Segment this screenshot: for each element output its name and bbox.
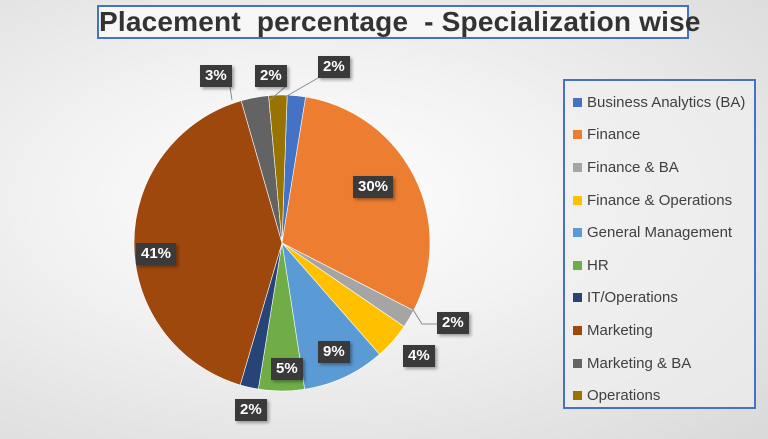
- legend-item: HR: [573, 249, 754, 282]
- leader-line: [229, 86, 233, 101]
- pie-slice: [281, 96, 431, 312]
- legend-item: Finance & BA: [573, 151, 754, 184]
- legend-label: Finance: [587, 126, 641, 144]
- data-label: 4%: [403, 345, 435, 367]
- legend-label: General Management: [587, 224, 733, 242]
- legend-swatch: [573, 195, 582, 205]
- data-label: 30%: [353, 176, 394, 198]
- pie-slice: [281, 242, 380, 390]
- legend-label: Finance & Operations: [587, 191, 733, 209]
- leader-line: [269, 86, 286, 101]
- legend-item: Marketing & BA: [573, 347, 754, 380]
- data-label: 41%: [136, 243, 177, 265]
- legend-swatch: [573, 162, 582, 172]
- pie-slice: [268, 94, 288, 244]
- legend-label: IT/Operations: [587, 289, 678, 307]
- data-label: 2%: [318, 56, 350, 78]
- legend-swatch: [573, 293, 582, 303]
- legend-label: HR: [587, 256, 609, 274]
- legend-item: Finance: [573, 119, 754, 152]
- legend-item: General Management: [573, 216, 754, 249]
- leader-line: [284, 77, 319, 98]
- legend-swatch: [573, 358, 582, 368]
- data-label: 5%: [271, 358, 303, 380]
- legend-label: Marketing: [587, 321, 653, 339]
- data-label: 9%: [318, 341, 350, 363]
- legend-swatch: [573, 97, 582, 107]
- legend-swatch: [573, 130, 582, 140]
- data-label: 2%: [255, 65, 287, 87]
- legend-swatch: [573, 260, 582, 270]
- legend-item: Finance & Operations: [573, 184, 754, 217]
- chart-title: Placement percentage - Specialization wi…: [97, 5, 701, 39]
- legend: Business Analytics (BA) Finance Finance …: [563, 79, 756, 409]
- legend-label: Business Analytics (BA): [587, 93, 746, 111]
- data-label: 2%: [437, 312, 469, 334]
- legend-label: Finance & BA: [587, 158, 679, 176]
- pie-slice: [133, 100, 283, 386]
- legend-item: Business Analytics (BA): [573, 86, 754, 119]
- data-label: 3%: [200, 65, 232, 87]
- legend-swatch: [573, 325, 582, 335]
- legend-label: Operations: [587, 387, 661, 405]
- legend-item: Marketing: [573, 314, 754, 347]
- legend-swatch: [573, 228, 582, 238]
- legend-item: IT/Operations: [573, 282, 754, 315]
- legend-swatch: [573, 391, 582, 401]
- legend-item: Operations: [573, 379, 754, 412]
- leader-line: [409, 304, 437, 325]
- legend-label: Marketing & BA: [587, 354, 692, 372]
- data-label: 2%: [235, 399, 267, 421]
